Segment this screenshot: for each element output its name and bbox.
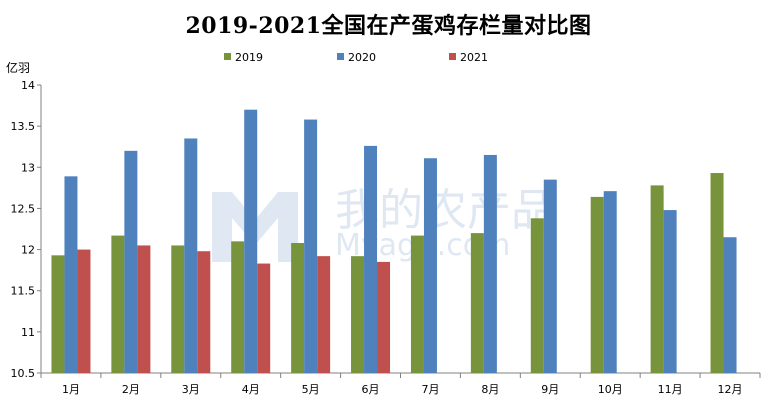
y-tick-label: 14 (21, 79, 35, 92)
x-tick-label: 2月 (122, 383, 140, 396)
bar-2020-3 (184, 138, 198, 373)
x-tick-label: 6月 (362, 383, 380, 396)
bar-2019-3 (171, 245, 185, 373)
x-tick-label: 12月 (718, 383, 743, 396)
bar-2020-8 (483, 154, 497, 373)
legend-swatch-2021 (449, 53, 456, 60)
bar-2021-2 (137, 245, 151, 373)
x-tick-label: 8月 (481, 383, 499, 396)
bar-2019-11 (650, 185, 664, 373)
chart-title: 2019-2021全国在产蛋鸡存栏量对比图 (185, 13, 592, 39)
bar-2019-2 (111, 235, 125, 373)
bar-2019-10 (590, 196, 604, 373)
legend-label-2020: 2020 (348, 51, 376, 64)
bar-2020-9 (543, 179, 557, 373)
x-tick-label: 7月 (421, 383, 439, 396)
bar-2021-1 (77, 249, 91, 373)
x-tick-label: 3月 (182, 383, 200, 396)
bar-2020-6 (364, 145, 378, 373)
bar-2019-1 (51, 255, 65, 373)
bar-2019-7 (410, 235, 424, 373)
x-tick-label: 5月 (302, 383, 320, 396)
y-tick-label: 10.5 (11, 367, 36, 380)
watermark: 我的农产品Myagri.com (212, 185, 555, 263)
bar-2020-11 (663, 210, 677, 373)
bar-2020-5 (304, 119, 318, 373)
y-tick-label: 11 (21, 326, 35, 339)
bar-2019-4 (231, 241, 245, 373)
legend-label-2019: 2019 (235, 51, 263, 64)
bar-2019-9 (530, 218, 544, 373)
bar-2019-8 (470, 233, 484, 373)
bar-2019-5 (291, 242, 305, 373)
y-tick-label: 12.5 (11, 202, 36, 215)
bar-2021-5 (317, 256, 331, 373)
bar-2020-10 (603, 191, 617, 373)
bar-2019-6 (351, 256, 365, 373)
bar-2021-3 (197, 251, 211, 373)
bar-2021-4 (257, 263, 271, 373)
bar-2019-12 (710, 173, 724, 373)
bar-2020-7 (423, 158, 437, 373)
legend-label-2021: 2021 (460, 51, 488, 64)
x-tick-label: 10月 (598, 383, 623, 396)
y-tick-label: 13 (21, 161, 35, 174)
y-tick-label: 12 (21, 244, 35, 257)
x-tick-label: 9月 (541, 383, 559, 396)
bar-2021-6 (377, 261, 391, 373)
bar-2020-2 (124, 150, 138, 373)
x-tick-label: 11月 (658, 383, 683, 396)
legend-swatch-2020 (337, 53, 344, 60)
y-axis-label: 亿羽 (6, 60, 30, 75)
x-tick-label: 1月 (62, 383, 80, 396)
legend-swatch-2019 (224, 53, 231, 60)
x-tick-label: 4月 (242, 383, 260, 396)
bar-2020-1 (64, 176, 78, 373)
y-tick-label: 11.5 (11, 285, 36, 298)
y-tick-label: 13.5 (11, 120, 36, 133)
bar-2020-4 (244, 109, 258, 373)
bar-2020-12 (723, 237, 737, 373)
